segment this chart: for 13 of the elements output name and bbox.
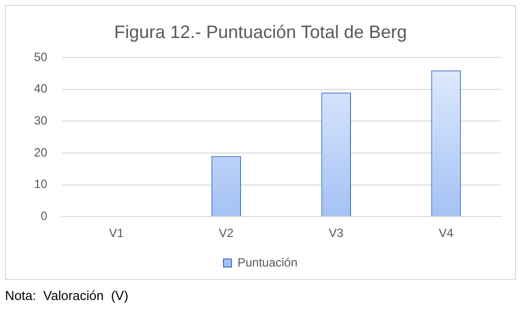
legend-label: Puntuación bbox=[237, 255, 298, 270]
x-tick-label: V2 bbox=[218, 226, 234, 240]
y-tick-label: 30 bbox=[34, 114, 48, 128]
y-tick-label: 10 bbox=[34, 177, 48, 192]
y-tick-label: 20 bbox=[34, 145, 48, 160]
x-tick-label: V3 bbox=[328, 226, 344, 240]
text: Nota: Valoración (V) bbox=[5, 288, 130, 303]
y-tick-label: 50 bbox=[34, 50, 48, 64]
chart-title: Figura 12.- Puntuación Total de Berg bbox=[114, 22, 407, 42]
y-tick-label: 0 bbox=[40, 208, 48, 223]
x-tick-label: V1 bbox=[108, 226, 124, 240]
y-tick-label: 40 bbox=[34, 82, 48, 96]
x-tick-label: V4 bbox=[438, 226, 454, 240]
